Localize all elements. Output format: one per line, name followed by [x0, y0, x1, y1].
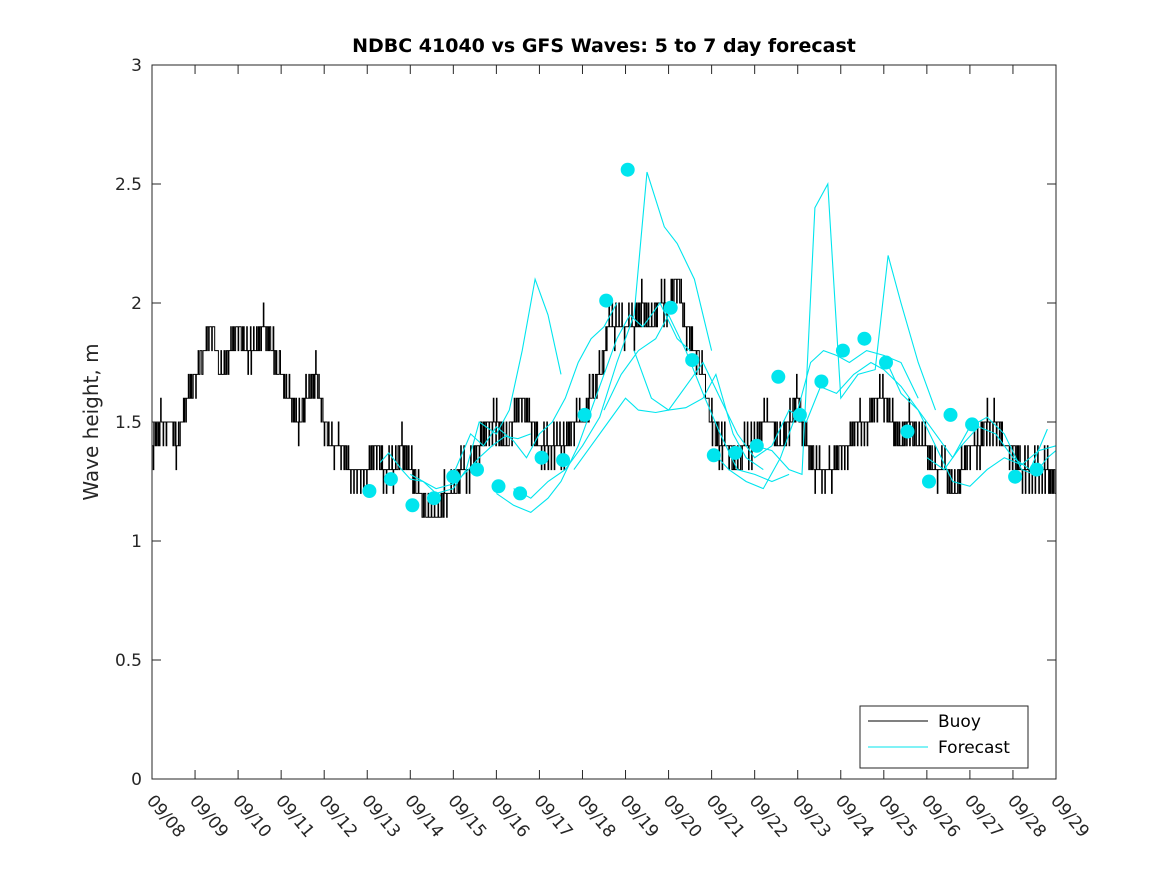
forecast-marker	[362, 484, 377, 498]
y-tick-label: 0	[131, 770, 142, 790]
forecast-marker	[728, 445, 743, 460]
legend-buoy-label: Buoy	[938, 712, 981, 732]
forecast-marker	[513, 486, 528, 501]
forecast-run-line-5	[513, 171, 713, 499]
y-tick-label: 2	[131, 294, 142, 314]
chart-title: NDBC 41040 vs GFS Waves: 5 to 7 day fore…	[352, 35, 856, 57]
forecast-marker	[405, 498, 420, 513]
y-axis-label: Wave height, m	[79, 343, 103, 500]
legend-forecast-label: Forecast	[938, 738, 1010, 758]
forecast-marker	[792, 407, 807, 422]
legend-box	[859, 705, 1029, 769]
forecast-marker	[1029, 462, 1044, 477]
y-tick-label: 2.5	[115, 175, 142, 195]
y-tick-label: 0.5	[115, 651, 142, 671]
plot-area	[152, 65, 1057, 779]
y-tick-label: 1	[131, 532, 142, 552]
forecast-marker	[491, 479, 506, 494]
forecast-marker	[771, 369, 786, 384]
forecast-marker	[599, 293, 614, 308]
forecast-marker	[577, 407, 592, 422]
forecast-marker	[1008, 469, 1023, 484]
forecast-marker	[749, 438, 764, 453]
forecast-marker	[446, 469, 461, 484]
forecast-marker	[427, 491, 441, 506]
forecast-marker	[814, 374, 829, 389]
forecast-marker	[879, 355, 893, 370]
forecast-marker	[663, 300, 678, 315]
forecast-marker	[922, 474, 936, 489]
forecast-marker	[534, 450, 549, 465]
forecast-run-line-9	[711, 349, 919, 490]
forecast-run-line-13	[926, 426, 1048, 471]
forecast-marker	[383, 472, 398, 487]
forecast-marker	[835, 343, 850, 358]
y-axis-ticks: 0 0.5 1 1.5 2 2.5 3	[115, 56, 1056, 790]
plot-background	[152, 65, 1056, 779]
forecast-marker	[556, 453, 571, 468]
y-tick-label: 3	[131, 56, 142, 76]
y-tick-label: 1.5	[115, 413, 142, 433]
forecast-marker	[943, 407, 958, 422]
forecast-marker	[685, 353, 700, 368]
forecast-run-line-4	[496, 301, 691, 514]
forecast-run-line-11	[818, 361, 1057, 487]
forecast-run-line-3	[452, 302, 618, 475]
forecast-run-line-1	[379, 433, 531, 490]
forecast-marker	[470, 462, 484, 477]
forecast-run-line-8	[633, 350, 825, 459]
forecast-marker	[857, 331, 872, 346]
forecast-marker	[620, 162, 635, 177]
forecast-marker	[900, 424, 915, 439]
legend: Buoy Forecast	[859, 705, 1029, 769]
forecast-marker	[706, 448, 721, 463]
forecast-marker	[965, 417, 980, 432]
forecast-run-line-10	[754, 182, 937, 476]
buoy-series-line	[152, 278, 1056, 518]
